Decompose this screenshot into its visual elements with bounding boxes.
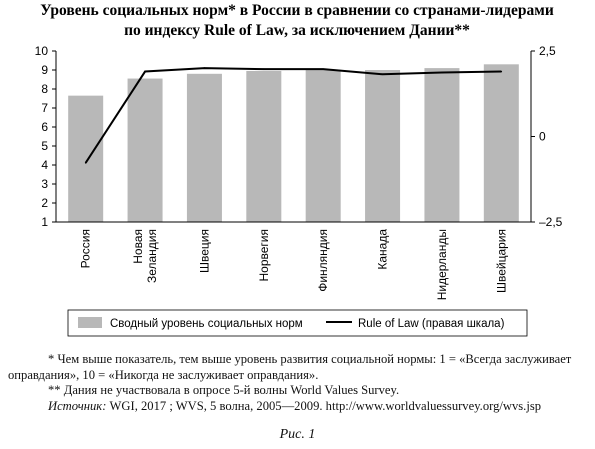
footnotes: * Чем выше показатель, тем выше уровень …: [8, 352, 591, 414]
bar: [424, 68, 460, 222]
line-point: [322, 68, 324, 70]
y-right-tick-label: 0: [539, 130, 546, 144]
line-point: [203, 67, 206, 69]
line-point: [84, 162, 87, 164]
y-right-tick-label: –2,5: [539, 215, 563, 229]
chart-title-line-2: по индексу Rule of Law, за исключением Д…: [124, 22, 470, 39]
y-left-tick-label: 5: [41, 139, 48, 153]
source-text: WGI, 2017 ; WVS, 5 волна, 2005—2009. htt…: [106, 398, 542, 413]
legend-line-label: Rule of Law (правая шкала): [358, 318, 505, 330]
y-left-tick-label: 9: [41, 63, 48, 77]
bar: [127, 78, 163, 222]
category-label: Норвегия: [257, 229, 271, 282]
bar: [305, 70, 341, 222]
y-left-tick-label: 8: [41, 82, 48, 96]
line-point: [263, 68, 265, 70]
bar: [68, 95, 104, 222]
legend-bar-label: Сводный уровень социальных норм: [110, 318, 303, 330]
footnote-2: ** Дания не участвовала в опросе 5-й вол…: [48, 383, 400, 398]
chart: Уровень социальных норм* в России в срав…: [35, 2, 563, 337]
category-label: Швеция: [197, 229, 211, 273]
figure-caption: Рис. 1: [279, 427, 316, 442]
y-right-tick-label: 2,5: [539, 44, 556, 58]
y-left-tick-label: 10: [35, 44, 49, 58]
bar: [246, 70, 282, 222]
y-left-tick-label: 2: [41, 196, 48, 210]
bar: [365, 70, 401, 222]
bar: [483, 64, 519, 222]
y-left-tick-label: 3: [41, 177, 48, 191]
y-left-tick-label: 4: [41, 158, 48, 172]
plot-area: 1 2 3 4 5 6 7 8 9 10 2,5 0 –2,5: [35, 44, 563, 229]
footnote-1: * Чем выше показатель, тем выше уровень …: [8, 352, 572, 382]
y-left-tick-label: 1: [41, 215, 48, 229]
line-point: [381, 73, 384, 76]
legend-box: [67, 309, 528, 337]
category-label: Новая: [131, 229, 145, 264]
category-label: Россия: [79, 229, 93, 268]
category-label: Финляндия: [316, 229, 330, 292]
source-label: Источник:: [48, 398, 107, 413]
line-rule-of-law: [84, 67, 502, 164]
y-left-tick-label: 6: [41, 120, 48, 134]
legend-bar-swatch: [78, 317, 102, 328]
source-note: Источник: WGI, 2017 ; WVS, 5 волна, 2005…: [8, 399, 591, 415]
category-label: Нидерланды: [435, 229, 449, 300]
chart-title-line-1: Уровень социальных норм* в России в срав…: [40, 2, 554, 19]
line-point: [441, 71, 443, 74]
line-point: [144, 70, 146, 73]
line-point: [500, 70, 503, 73]
category-label: Зеландия: [145, 229, 159, 283]
category-label: Швейцария: [494, 229, 508, 293]
legend: Сводный уровень социальных норм Rule of …: [67, 309, 528, 337]
y-left-tick-label: 7: [41, 101, 48, 115]
category-label: Канада: [376, 229, 390, 270]
bar: [186, 73, 222, 222]
category-labels: Россия Новая Зеландия Швеция Норвегия Финлянд…: [79, 229, 509, 301]
